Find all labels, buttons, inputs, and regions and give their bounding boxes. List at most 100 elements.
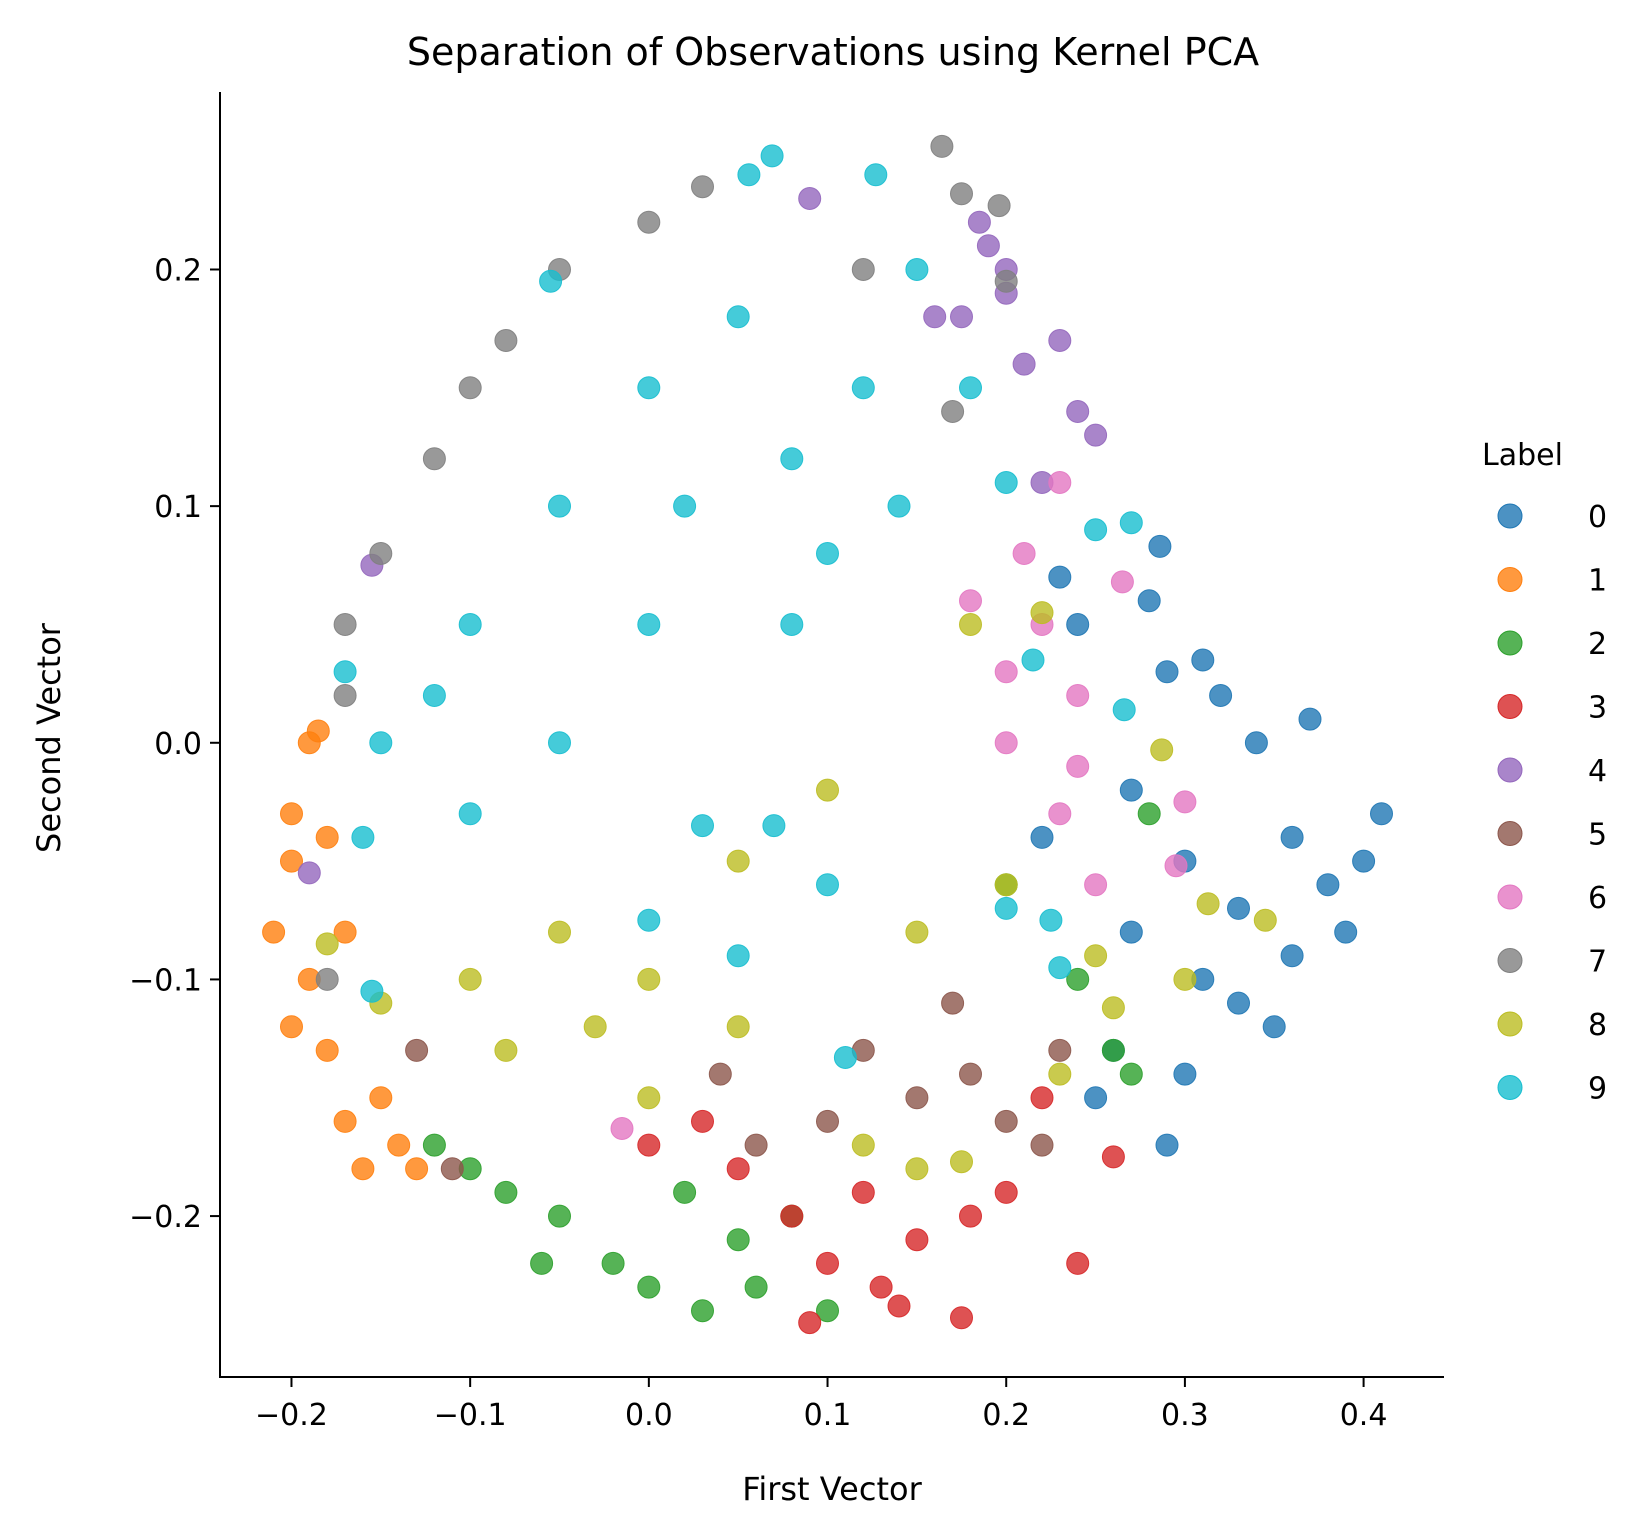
y-tick-label: 0.2 xyxy=(154,253,202,288)
data-point xyxy=(780,447,804,471)
data-point xyxy=(744,1275,768,1299)
x-tick-label: −0.1 xyxy=(434,1398,507,1433)
data-point xyxy=(1112,698,1136,722)
legend-entry: 3 xyxy=(1497,691,1607,726)
data-point xyxy=(816,873,839,897)
data-point xyxy=(1150,738,1174,762)
data-point xyxy=(967,210,991,234)
legend-entry: 2 xyxy=(1497,627,1607,662)
data-point xyxy=(315,1038,339,1062)
data-point xyxy=(1066,967,1090,991)
data-point xyxy=(1012,542,1036,565)
y-tick-label: −0.1 xyxy=(129,963,202,998)
data-point xyxy=(864,163,888,187)
data-point xyxy=(1173,967,1197,991)
data-point xyxy=(869,1275,893,1299)
x-tick-label: 0.2 xyxy=(982,1398,1030,1433)
legend-label: 1 xyxy=(1588,564,1607,599)
data-point xyxy=(905,920,929,944)
data-point xyxy=(1066,754,1090,778)
data-point xyxy=(1164,854,1188,878)
data-point xyxy=(1048,471,1072,494)
legend-label: 0 xyxy=(1588,500,1607,535)
legend-marker xyxy=(1497,1075,1523,1100)
y-tick-label: −0.2 xyxy=(129,1200,202,1235)
data-point xyxy=(422,684,446,707)
series-2 xyxy=(422,802,1161,1323)
data-point xyxy=(762,814,786,838)
data-point xyxy=(851,1180,875,1204)
series-4 xyxy=(297,187,1108,885)
data-point xyxy=(816,542,839,565)
data-point xyxy=(691,1299,714,1323)
legend-entries: 0 1 2 3 4 5 6 7 8 9 xyxy=(1497,500,1607,1107)
axes-layer xyxy=(219,92,1444,1378)
data-point xyxy=(959,376,982,400)
x-axis-label: First Vector xyxy=(742,1470,922,1508)
data-point xyxy=(1084,873,1108,897)
legend-label: 6 xyxy=(1588,881,1607,916)
legend-entry: 9 xyxy=(1497,1072,1607,1107)
legend-marker xyxy=(1497,884,1523,910)
data-point xyxy=(1191,648,1215,672)
data-point xyxy=(405,1038,429,1062)
data-point xyxy=(637,1133,661,1157)
data-point xyxy=(950,1306,973,1330)
legend-label: 9 xyxy=(1588,1072,1607,1107)
data-point xyxy=(708,1062,732,1086)
data-point xyxy=(539,269,563,293)
data-point xyxy=(950,1150,973,1174)
data-point xyxy=(1119,778,1143,802)
data-point xyxy=(959,613,982,636)
data-point xyxy=(458,376,482,400)
legend-label: 5 xyxy=(1588,818,1607,853)
data-point xyxy=(297,861,321,885)
data-point xyxy=(306,719,330,743)
data-point xyxy=(637,613,661,636)
data-point xyxy=(262,920,286,944)
data-point xyxy=(387,1133,411,1157)
data-point xyxy=(726,305,750,329)
data-point xyxy=(994,471,1018,494)
data-point xyxy=(548,920,571,944)
data-point xyxy=(637,210,661,234)
data-point xyxy=(1030,1086,1054,1110)
data-point xyxy=(1173,790,1197,814)
data-point xyxy=(494,329,518,352)
data-point xyxy=(959,1204,982,1228)
data-point xyxy=(494,1180,518,1204)
data-point xyxy=(994,731,1018,755)
legend-entry: 1 xyxy=(1497,564,1607,599)
data-point xyxy=(887,494,911,518)
data-point xyxy=(1084,423,1108,447)
data-point xyxy=(1209,684,1233,707)
data-point xyxy=(1048,1038,1072,1062)
data-point xyxy=(905,258,929,281)
legend-entry: 0 xyxy=(1497,500,1607,535)
data-point xyxy=(816,778,839,802)
data-point xyxy=(333,613,357,636)
data-point xyxy=(1244,731,1268,755)
data-point xyxy=(1048,956,1072,980)
y-tick-label: 0.0 xyxy=(154,727,202,762)
data-point xyxy=(816,1109,839,1133)
data-point xyxy=(987,194,1011,218)
data-point xyxy=(315,932,339,956)
data-point xyxy=(1066,684,1090,707)
series-1 xyxy=(262,719,429,1181)
data-point xyxy=(1280,944,1304,968)
data-point xyxy=(1084,1086,1108,1110)
data-point xyxy=(1334,920,1358,944)
data-point xyxy=(1155,660,1179,684)
data-point xyxy=(405,1157,429,1181)
data-point xyxy=(548,731,571,755)
data-point xyxy=(726,849,750,873)
data-point xyxy=(923,305,947,329)
data-point xyxy=(726,944,750,968)
data-point xyxy=(369,731,393,755)
data-point xyxy=(583,1015,607,1039)
legend-entry: 4 xyxy=(1497,754,1607,789)
data-point xyxy=(333,1109,357,1133)
data-point xyxy=(1012,352,1036,376)
